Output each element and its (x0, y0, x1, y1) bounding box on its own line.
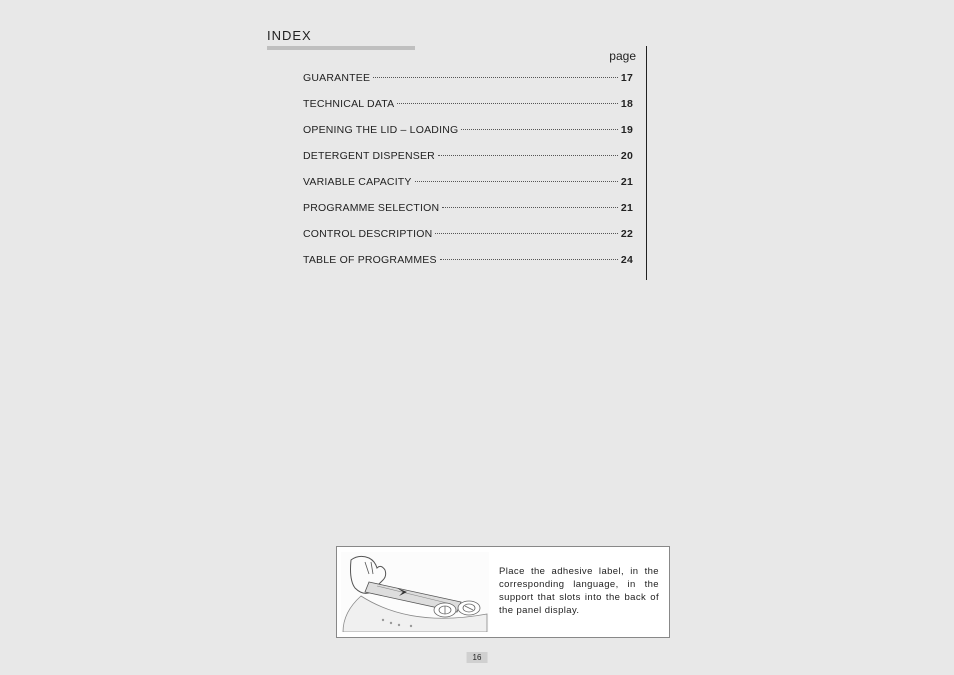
toc-row: TABLE OF PROGRAMMES 24 (303, 254, 633, 266)
toc-page: 19 (621, 124, 633, 136)
toc-page: 21 (621, 202, 633, 214)
toc-title: TABLE OF PROGRAMMES (303, 254, 437, 266)
toc-row: OPENING THE LID – LOADING 19 (303, 124, 633, 136)
page-column-label: page (609, 49, 636, 63)
index-heading: INDEX (267, 28, 312, 43)
toc-title: GUARANTEE (303, 72, 370, 84)
toc-leader-dots (442, 206, 618, 208)
toc-leader-dots (440, 258, 618, 260)
toc-row: TECHNICAL DATA 18 (303, 98, 633, 110)
toc-title: PROGRAMME SELECTION (303, 202, 439, 214)
toc-leader-dots (397, 102, 618, 104)
toc-leader-dots (461, 128, 618, 130)
toc-page: 22 (621, 228, 633, 240)
info-text: Place the adhesive label, in the corresp… (489, 566, 665, 617)
toc-title: DETERGENT DISPENSER (303, 150, 435, 162)
toc-row: VARIABLE CAPACITY 21 (303, 176, 633, 188)
heading-underline (267, 46, 415, 50)
toc-leader-dots (438, 154, 618, 156)
toc-page: 20 (621, 150, 633, 162)
toc-page: 21 (621, 176, 633, 188)
page-number: 16 (467, 652, 488, 663)
toc-page: 17 (621, 72, 633, 84)
toc-row: CONTROL DESCRIPTION 22 (303, 228, 633, 240)
toc-row: PROGRAMME SELECTION 21 (303, 202, 633, 214)
toc-row: DETERGENT DISPENSER 20 (303, 150, 633, 162)
toc-page: 18 (621, 98, 633, 110)
info-callout-box: Place the adhesive label, in the corresp… (336, 546, 670, 638)
toc-page: 24 (621, 254, 633, 266)
toc-leader-dots (373, 76, 618, 78)
toc-leader-dots (435, 232, 617, 234)
document-page: INDEX page GUARANTEE 17 TECHNICAL DATA 1… (0, 0, 954, 675)
toc-title: CONTROL DESCRIPTION (303, 228, 432, 240)
instruction-illustration (341, 552, 489, 632)
vertical-separator (646, 46, 647, 280)
toc-row: GUARANTEE 17 (303, 72, 633, 84)
table-of-contents: GUARANTEE 17 TECHNICAL DATA 18 OPENING T… (303, 72, 633, 280)
toc-title: TECHNICAL DATA (303, 98, 394, 110)
toc-title: OPENING THE LID – LOADING (303, 124, 458, 136)
toc-title: VARIABLE CAPACITY (303, 176, 412, 188)
toc-leader-dots (415, 180, 618, 182)
